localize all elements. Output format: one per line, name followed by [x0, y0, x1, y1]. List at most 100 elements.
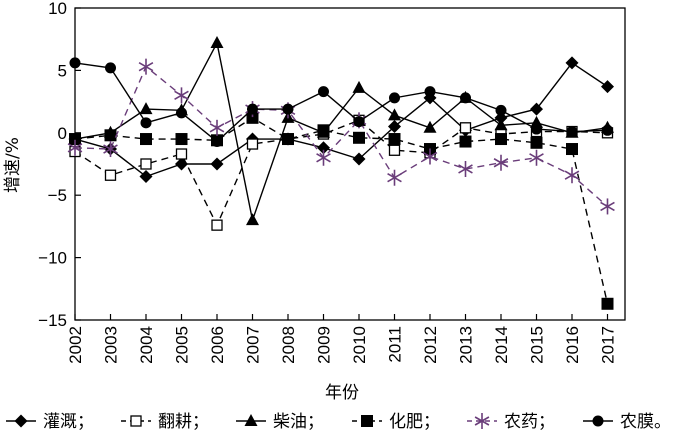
series-fertilizer-point	[601, 297, 614, 310]
legend: 灌溉； 翻耕； 柴油； 化肥； 农药； 农膜。	[6, 412, 671, 432]
legend-label: 农膜。	[620, 412, 671, 432]
series-film-line	[74, 62, 608, 143]
series-irrigation-point	[565, 56, 579, 70]
series-irrigation-line	[74, 61, 608, 178]
legend-marker	[14, 414, 28, 428]
series-film-point	[247, 103, 258, 115]
series-plowing-point	[459, 122, 472, 134]
series-fertilizer-line	[74, 117, 609, 304]
series-film-point	[566, 126, 578, 138]
series-fertilizer-point	[246, 111, 259, 124]
series-pesticide-point	[564, 167, 580, 184]
x-tick-label: 2003	[102, 326, 121, 364]
series-fertilizer	[69, 111, 614, 310]
y-tick-label: −15	[38, 311, 67, 330]
series-plowing-point	[246, 138, 259, 150]
legend-label: 化肥；	[389, 412, 440, 432]
series-diesel-point	[423, 120, 437, 133]
series-film-point	[105, 62, 116, 74]
x-tick-label: 2017	[599, 326, 618, 364]
series-irrigation-point	[139, 169, 153, 183]
series-pesticide-point	[316, 149, 331, 166]
x-tick-label: 2002	[66, 326, 85, 364]
y-tick-label: 10	[48, 0, 67, 18]
series-pesticide-line	[74, 65, 608, 207]
series-film	[69, 57, 613, 148]
legend-label: 灌溉；	[43, 412, 94, 432]
series-pesticide	[67, 58, 615, 215]
x-tick-label: 2004	[137, 326, 156, 364]
series-pesticide-point	[529, 149, 544, 166]
series-fertilizer-point	[530, 136, 543, 149]
series-plowing-point	[388, 144, 401, 156]
series-plowing-point	[104, 169, 117, 181]
y-tick-label: 0	[58, 124, 67, 143]
legend-label: 农药；	[504, 412, 555, 432]
series-irrigation-point	[317, 141, 330, 155]
series-pesticide-point	[174, 87, 189, 104]
series-pesticide-point	[103, 141, 118, 158]
series-diesel-point	[139, 102, 153, 115]
y-tick-label: 5	[58, 61, 67, 80]
series-film-point	[353, 116, 365, 128]
x-tick-label: 2013	[457, 326, 476, 364]
series-fertilizer-point	[175, 133, 188, 146]
series-pesticide-point	[138, 58, 154, 75]
series-fertilizer-point	[317, 124, 330, 137]
series-pesticide-point	[209, 119, 225, 136]
series-fertilizer-point	[459, 135, 472, 148]
series-pesticide-point	[387, 169, 402, 186]
x-tick-label: 2016	[563, 326, 582, 364]
legend-marker	[474, 413, 490, 429]
series-irrigation-point	[388, 120, 401, 134]
series-film-point	[140, 117, 152, 129]
series-pesticide-point	[600, 198, 615, 215]
series-film-point	[211, 136, 223, 148]
x-tick-label: 2007	[244, 326, 263, 364]
series-film-point	[176, 107, 187, 119]
series-pesticide-point	[67, 139, 83, 156]
series-layer	[67, 35, 615, 310]
series-plowing-point	[211, 219, 223, 231]
series-film-point	[531, 123, 542, 135]
x-tick-label: 2010	[350, 326, 369, 364]
legend-marker	[244, 414, 258, 426]
x-tick-label: 2011	[386, 326, 405, 363]
legend-label: 翻耕；	[158, 412, 209, 432]
series-fertilizer-point	[388, 133, 401, 146]
series-irrigation-point	[352, 152, 366, 166]
series-fertilizer-point	[495, 133, 507, 146]
legend-marker	[361, 415, 373, 427]
series-fertilizer-point	[282, 133, 294, 146]
series-film-point	[318, 86, 329, 98]
x-tick-label: 2006	[208, 326, 227, 364]
series-film-point	[282, 103, 294, 115]
y-axis-title: 增速/%	[3, 137, 23, 193]
series-plowing	[69, 114, 614, 231]
series-fertilizer-point	[69, 133, 81, 146]
series-diesel-point	[210, 35, 224, 48]
y-tick-label: −10	[38, 249, 67, 268]
series-irrigation-point	[210, 157, 224, 171]
series-diesel-point	[352, 80, 366, 93]
series-fertilizer-point	[104, 129, 117, 142]
series-pesticide-point	[422, 148, 438, 165]
legend-label: 柴油；	[273, 412, 324, 432]
series-fertilizer-point	[140, 133, 152, 146]
x-tick-label: 2014	[492, 326, 511, 364]
x-axis-title: 年份	[325, 383, 359, 403]
series-film-point	[495, 104, 507, 116]
x-tick-label: 2008	[279, 326, 298, 364]
series-irrigation-point	[601, 80, 614, 94]
legend-marker	[592, 415, 604, 427]
series-diesel-point	[494, 118, 508, 131]
x-tick-label: 2005	[173, 326, 192, 364]
axes: −15 −10 −5 0 5 10 2002 2003 2004 2005 2006 2007 2008…	[38, 0, 626, 364]
series-pesticide-point	[458, 160, 473, 177]
series-film-point	[602, 124, 613, 136]
series-pesticide-point	[493, 154, 509, 171]
series-film-point	[424, 86, 436, 98]
x-tick-label: 2009	[315, 326, 334, 364]
series-plowing-point	[175, 148, 188, 160]
